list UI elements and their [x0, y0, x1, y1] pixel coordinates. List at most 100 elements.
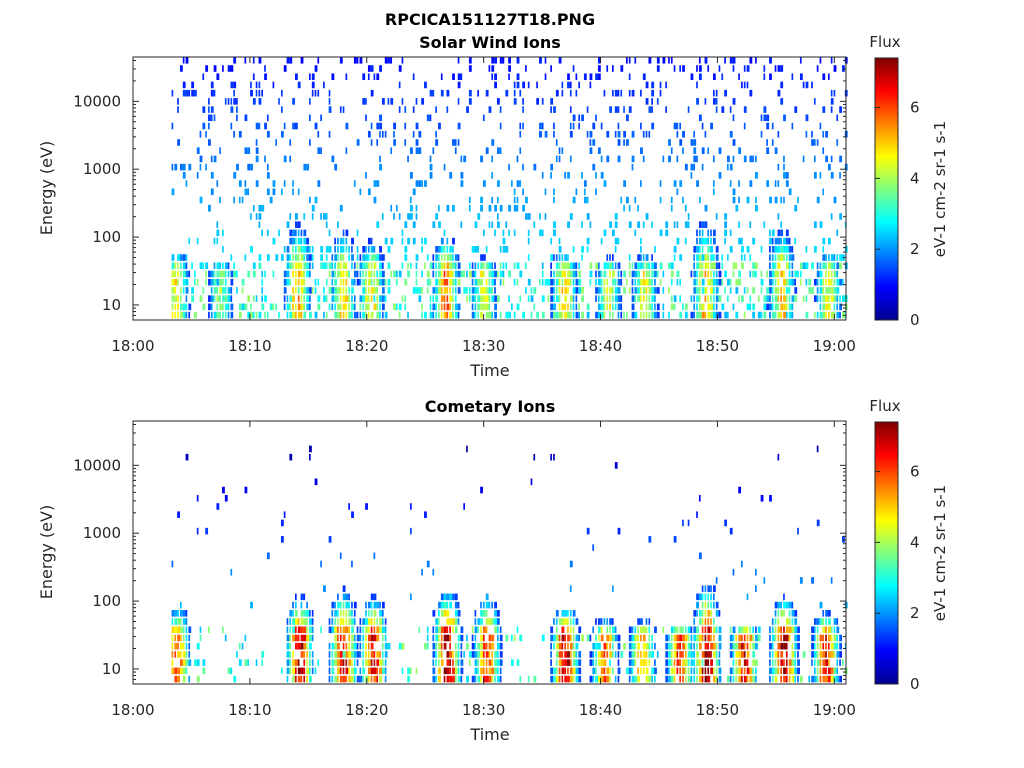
heatmap-cell [311, 659, 314, 666]
heatmap-cell [410, 503, 412, 510]
heatmap-cell [210, 89, 214, 97]
heatmap-cell [328, 659, 331, 666]
heatmap-cell [606, 675, 610, 683]
heatmap-cell [300, 642, 304, 650]
heatmap-cell [698, 303, 702, 311]
heatmap-cell [715, 642, 718, 650]
heatmap-cell [684, 659, 688, 666]
heatmap-cell [828, 626, 831, 634]
x-tick-label: 18:10 [228, 701, 271, 719]
heatmap-cell [426, 626, 429, 634]
heatmap-cell [351, 675, 354, 683]
heatmap-cell [468, 295, 471, 302]
heatmap-cell [351, 634, 354, 642]
heatmap-cell [266, 552, 270, 560]
heatmap-cell [320, 114, 322, 122]
heatmap-cell [379, 254, 382, 261]
heatmap-cell [687, 106, 690, 113]
heatmap-cell [446, 610, 450, 617]
heatmap-cell [356, 278, 360, 286]
heatmap-cell [816, 667, 819, 675]
heatmap-cell [474, 610, 477, 617]
heatmap-cell [732, 57, 736, 64]
heatmap-cell [182, 287, 185, 294]
heatmap-cell [185, 618, 188, 625]
heatmap-cell [367, 642, 370, 650]
heatmap-cell [280, 519, 284, 527]
heatmap-cell [687, 221, 690, 228]
heatmap-cell [466, 287, 468, 294]
heatmap-cell [651, 262, 655, 270]
heatmap-cell [446, 270, 450, 278]
heatmap-cell [752, 642, 756, 650]
heatmap-cell [426, 114, 430, 122]
heatmap-cell [642, 667, 645, 675]
y-tick-label: 100 [92, 228, 121, 246]
heatmap-cell [373, 601, 377, 609]
heatmap-cell [724, 270, 728, 278]
heatmap-cell [227, 667, 231, 675]
heatmap-cell [628, 204, 631, 212]
heatmap-cell [331, 601, 335, 609]
heatmap-cell [788, 618, 791, 625]
heatmap-cell [210, 311, 213, 319]
heatmap-cell [785, 287, 789, 294]
heatmap-cell [612, 89, 614, 97]
heatmap-cell [373, 593, 377, 601]
heatmap-cell [356, 311, 359, 319]
heatmap-cell [373, 254, 377, 261]
heatmap-cell [432, 675, 436, 683]
heatmap-cell [359, 262, 363, 270]
heatmap-cell [339, 601, 342, 609]
heatmap-cell [760, 270, 763, 278]
heatmap-cell [365, 311, 367, 319]
heatmap-cell [432, 287, 436, 294]
heatmap-cell [452, 295, 454, 302]
heatmap-cell [819, 651, 823, 658]
heatmap-cell [283, 65, 287, 72]
heatmap-cell [432, 262, 435, 270]
heatmap-cell [241, 303, 245, 311]
heatmap-cell [250, 311, 253, 319]
heatmap-cell [676, 642, 680, 650]
heatmap-cell [572, 610, 576, 617]
heatmap-cell [553, 642, 555, 650]
heatmap-cell [727, 278, 730, 286]
heatmap-cell [569, 651, 572, 658]
heatmap-cell [794, 295, 798, 302]
heatmap-cell [569, 634, 572, 642]
heatmap-cell [799, 270, 802, 278]
heatmap-cell [673, 254, 676, 261]
heatmap-cell [825, 295, 828, 302]
heatmap-cell [300, 601, 303, 609]
heatmap-cell [617, 303, 621, 311]
heatmap-cell [297, 237, 301, 245]
heatmap-cell [715, 246, 719, 253]
heatmap-cell [727, 163, 729, 171]
heatmap-cell [410, 262, 412, 270]
heatmap-cell [404, 295, 407, 302]
heatmap-cell [704, 585, 707, 592]
heatmap-cell [280, 667, 283, 675]
heatmap-cell [729, 667, 733, 675]
heatmap-cell [752, 262, 756, 270]
heatmap-cell [572, 642, 575, 650]
heatmap-cell [471, 642, 475, 650]
heatmap-cell [491, 311, 494, 319]
heatmap-cell [830, 667, 834, 675]
heatmap-cell [370, 311, 374, 319]
heatmap-cell [833, 278, 836, 286]
heatmap-cell [454, 610, 458, 617]
heatmap-cell [698, 618, 702, 625]
heatmap-cell [687, 213, 690, 220]
heatmap-cell [710, 626, 712, 634]
heatmap-cell [701, 287, 705, 294]
x-tick-label: 18:30 [462, 337, 505, 355]
heatmap-cell [696, 626, 699, 634]
heatmap-cell [216, 262, 220, 270]
heatmap-cell [822, 295, 826, 302]
heatmap-cell [435, 634, 439, 642]
heatmap-cell [387, 287, 391, 294]
heatmap-cell [432, 659, 435, 666]
heatmap-cell [729, 180, 732, 187]
